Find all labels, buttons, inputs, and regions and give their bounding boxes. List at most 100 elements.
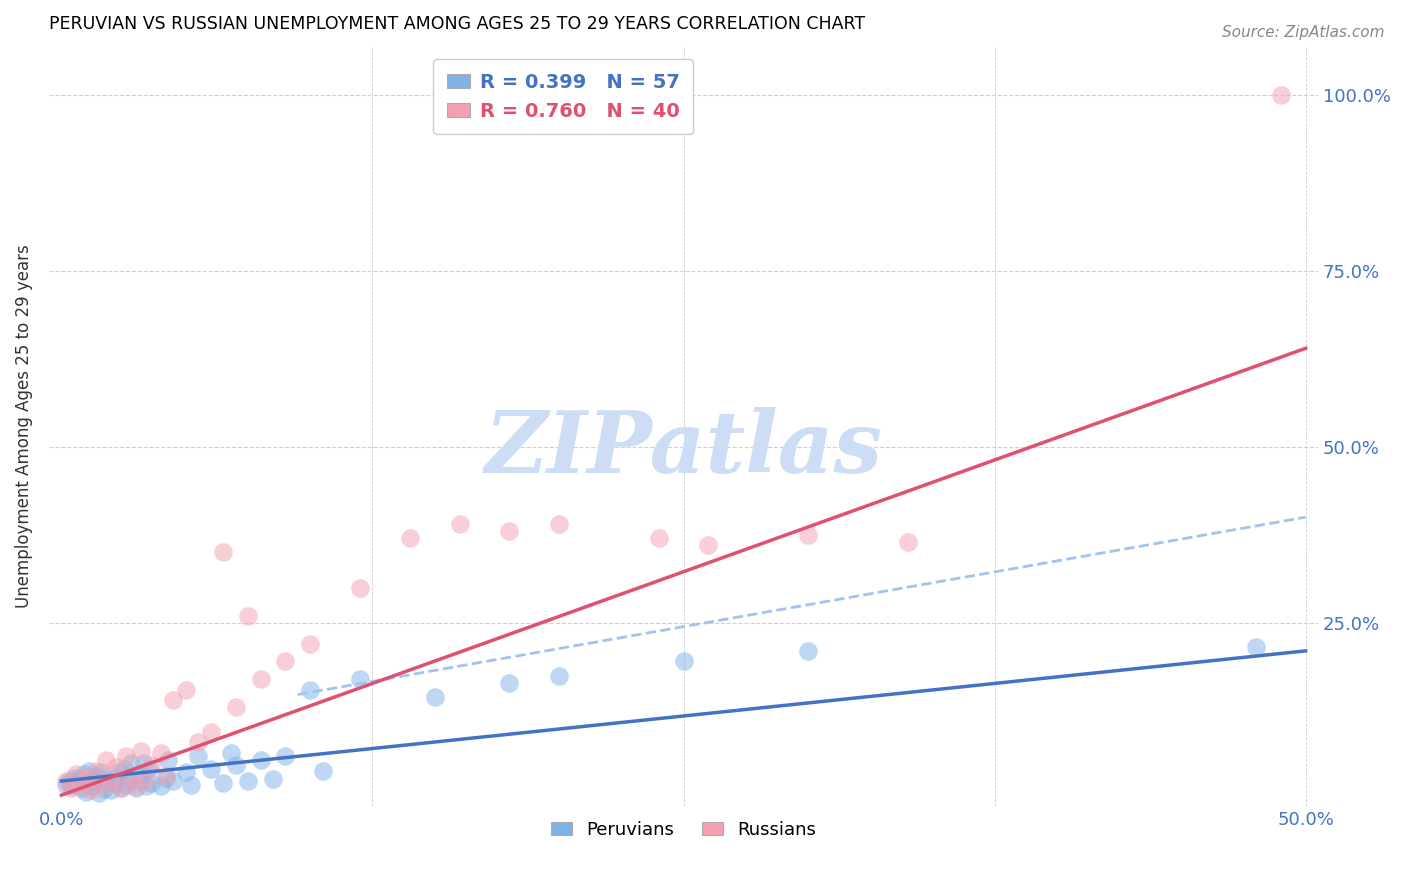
Text: ZIPatlas: ZIPatlas — [485, 407, 883, 491]
Point — [58, 774, 80, 789]
Point — [139, 776, 162, 790]
Point — [212, 545, 235, 559]
Point — [117, 772, 139, 786]
Point — [125, 781, 148, 796]
Point — [896, 534, 918, 549]
Point — [548, 517, 571, 532]
Point — [83, 774, 105, 789]
Point — [187, 749, 209, 764]
Point — [299, 637, 322, 651]
Point — [200, 724, 222, 739]
Point — [112, 762, 135, 776]
Point — [797, 528, 820, 542]
Point — [219, 746, 242, 760]
Point — [187, 735, 209, 749]
Point — [103, 776, 125, 790]
Point — [55, 778, 77, 792]
Point — [155, 771, 177, 785]
Point — [105, 771, 128, 785]
Point — [162, 774, 184, 789]
Point — [70, 778, 93, 792]
Point — [647, 531, 669, 545]
Point — [70, 781, 93, 796]
Point — [225, 700, 247, 714]
Point — [236, 774, 259, 789]
Point — [157, 753, 180, 767]
Point — [93, 781, 115, 796]
Point — [212, 776, 235, 790]
Point — [349, 672, 371, 686]
Point — [498, 675, 520, 690]
Point — [135, 779, 157, 793]
Point — [115, 778, 138, 792]
Point — [274, 749, 297, 764]
Point — [84, 764, 107, 778]
Point — [548, 668, 571, 682]
Point — [128, 774, 150, 789]
Point — [138, 762, 160, 776]
Point — [90, 779, 112, 793]
Point — [63, 771, 86, 785]
Point — [55, 774, 77, 789]
Point — [249, 753, 271, 767]
Point — [120, 756, 142, 771]
Point — [77, 764, 100, 778]
Point — [60, 781, 83, 796]
Point — [75, 771, 97, 785]
Point — [498, 524, 520, 539]
Point — [120, 771, 142, 785]
Point — [697, 538, 720, 552]
Point — [155, 769, 177, 783]
Point — [180, 778, 202, 792]
Point — [135, 774, 157, 789]
Point — [236, 608, 259, 623]
Point — [149, 779, 172, 793]
Point — [349, 581, 371, 595]
Point — [129, 767, 152, 781]
Point — [672, 655, 695, 669]
Point — [110, 781, 132, 796]
Point — [1270, 87, 1292, 102]
Y-axis label: Unemployment Among Ages 25 to 29 years: Unemployment Among Ages 25 to 29 years — [15, 244, 32, 607]
Point — [60, 779, 83, 793]
Point — [107, 764, 129, 779]
Point — [174, 682, 197, 697]
Point — [125, 779, 148, 793]
Point — [174, 764, 197, 779]
Point — [1244, 640, 1267, 655]
Point — [100, 776, 122, 790]
Point — [67, 772, 90, 786]
Point — [449, 517, 471, 532]
Point — [96, 753, 118, 767]
Point — [139, 757, 162, 772]
Point — [299, 682, 322, 697]
Point — [797, 644, 820, 658]
Point — [80, 779, 103, 793]
Point — [80, 783, 103, 797]
Point — [162, 693, 184, 707]
Text: Source: ZipAtlas.com: Source: ZipAtlas.com — [1222, 25, 1385, 40]
Point — [149, 746, 172, 760]
Point — [398, 531, 420, 545]
Point — [312, 764, 335, 778]
Point — [75, 784, 97, 798]
Point — [129, 744, 152, 758]
Point — [73, 767, 96, 781]
Point — [249, 672, 271, 686]
Point — [274, 655, 297, 669]
Point — [110, 781, 132, 796]
Point — [200, 762, 222, 776]
Text: PERUVIAN VS RUSSIAN UNEMPLOYMENT AMONG AGES 25 TO 29 YEARS CORRELATION CHART: PERUVIAN VS RUSSIAN UNEMPLOYMENT AMONG A… — [49, 15, 865, 33]
Point — [105, 760, 128, 774]
Point — [87, 786, 110, 800]
Point — [96, 772, 118, 786]
Point — [262, 772, 284, 786]
Point — [225, 757, 247, 772]
Point — [100, 783, 122, 797]
Point — [84, 769, 107, 783]
Point — [90, 764, 112, 779]
Point — [115, 749, 138, 764]
Point — [65, 776, 87, 790]
Legend: Peruvians, Russians: Peruvians, Russians — [543, 814, 824, 847]
Point — [65, 767, 87, 781]
